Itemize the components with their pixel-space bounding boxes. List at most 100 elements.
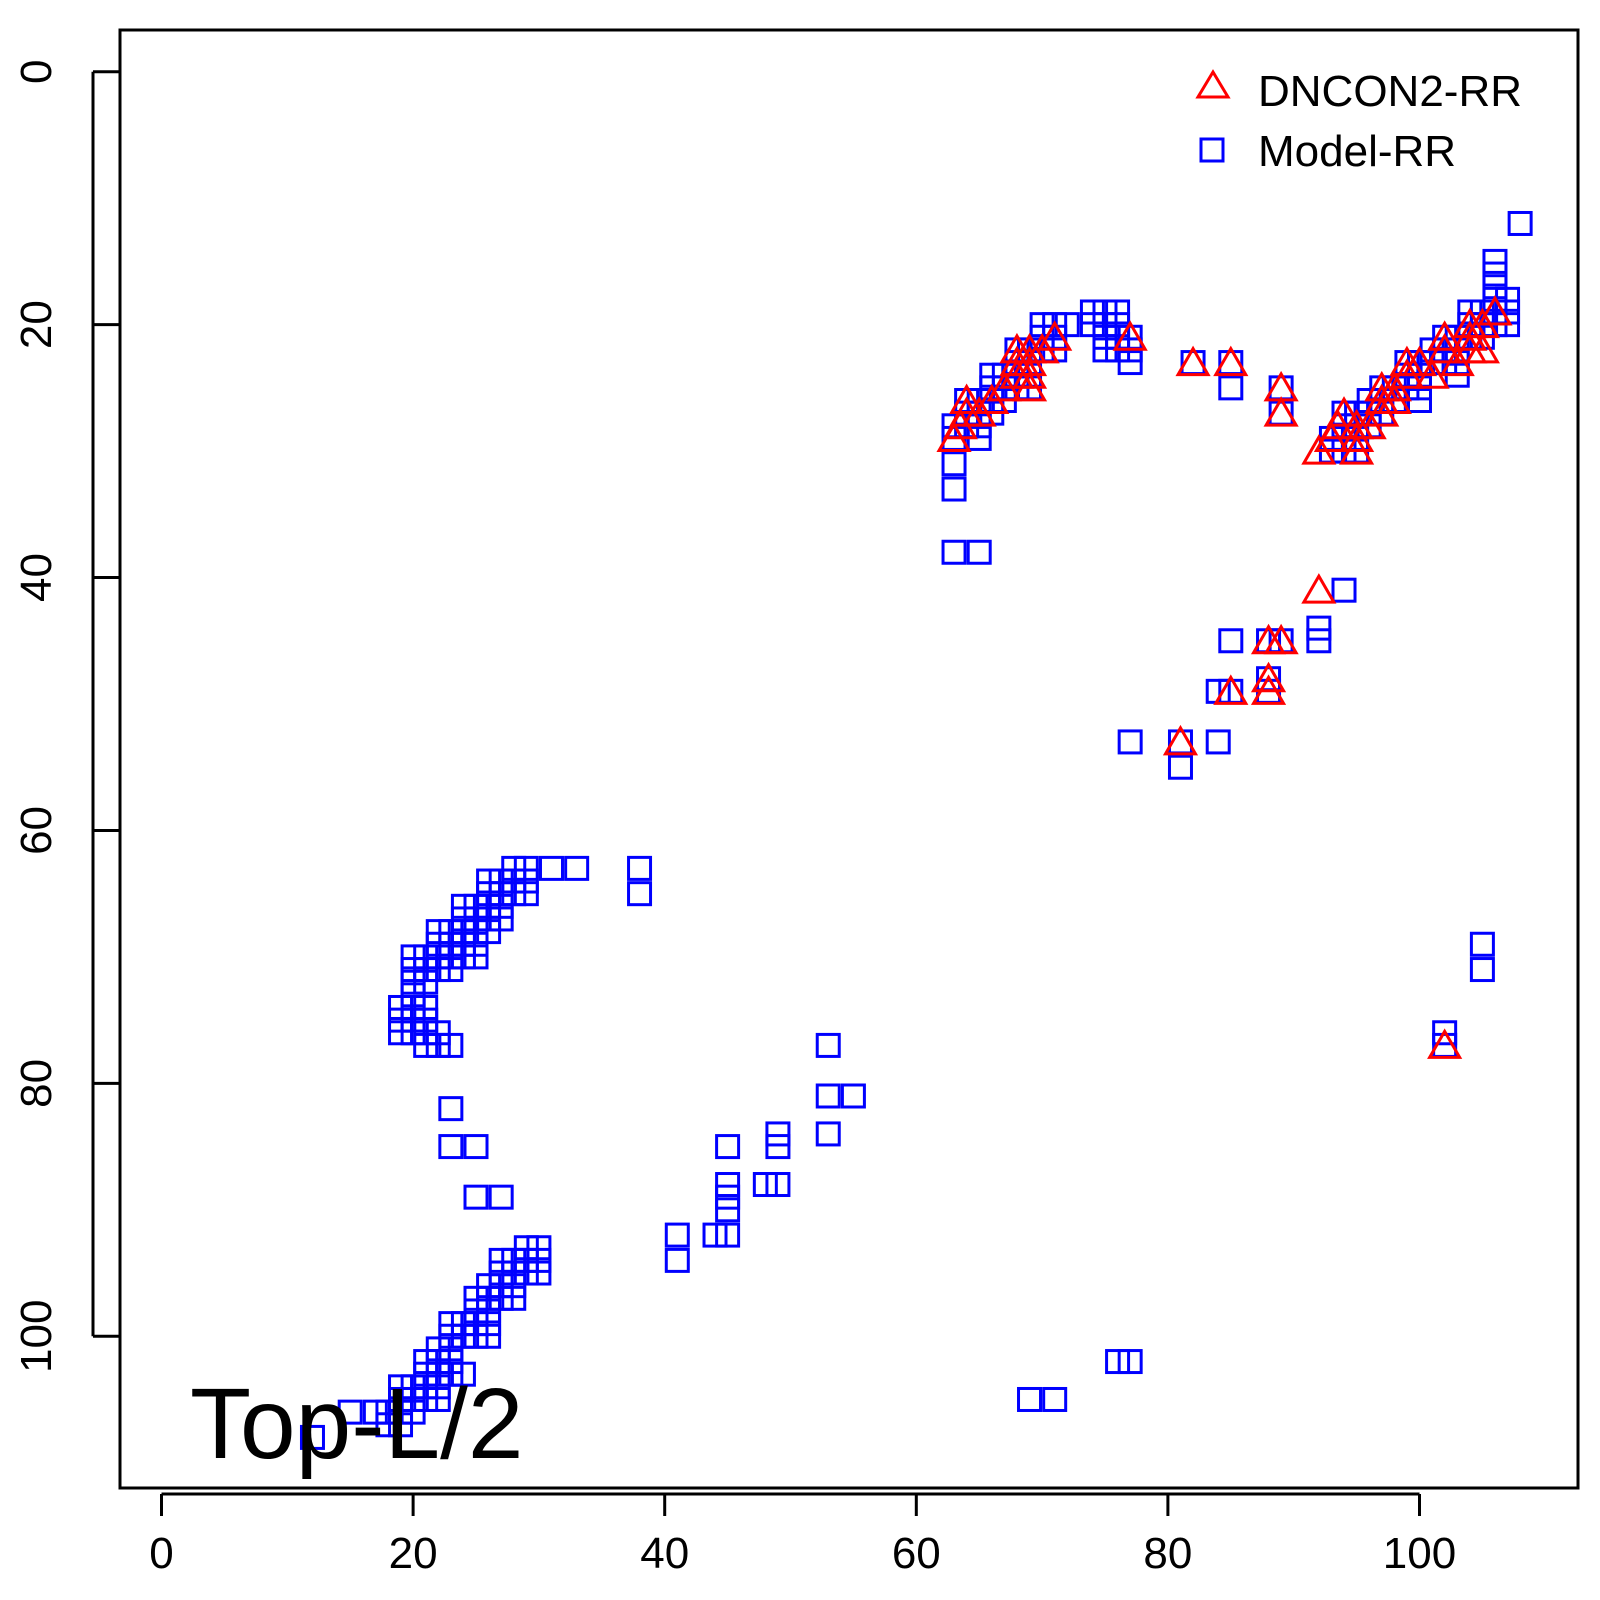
model-rr-point — [1105, 1349, 1131, 1375]
model-rr-point — [400, 1386, 426, 1412]
model-rr-point — [1469, 931, 1495, 957]
y-tick-label: 100 — [12, 1300, 61, 1373]
model-rr-point — [1117, 1349, 1143, 1375]
model-rr-point — [1482, 248, 1508, 274]
model-rr-point — [526, 1235, 552, 1261]
model-rr-point — [715, 1184, 741, 1210]
model-rr-point — [715, 1197, 741, 1223]
dncon2-rr-point — [1112, 320, 1148, 351]
model-rr-point — [425, 944, 451, 970]
model-rr-point — [413, 1361, 439, 1387]
model-rr-point — [375, 1399, 401, 1425]
model-rr-point — [765, 1134, 791, 1160]
model-rr-point — [425, 1386, 451, 1412]
model-rr-point — [413, 969, 439, 995]
x-tick-label: 20 — [389, 1529, 438, 1578]
model-rr-point — [425, 931, 451, 957]
model-rr-point — [815, 1083, 841, 1109]
model-rr-point — [1507, 210, 1533, 236]
model-rr-point — [1167, 754, 1193, 780]
model-rr-point — [815, 1121, 841, 1147]
model-rr-point — [476, 1273, 502, 1299]
model-rr-point — [1079, 312, 1105, 338]
model-rr-point — [450, 944, 476, 970]
model-rr-point — [413, 944, 439, 970]
y-tick-label: 20 — [12, 300, 61, 349]
y-tick-label: 0 — [12, 59, 61, 83]
model-rr-point — [941, 539, 967, 565]
model-rr-point — [501, 1260, 527, 1286]
model-rr-point — [438, 919, 464, 945]
model-rr-point — [400, 1374, 426, 1400]
model-rr-point — [425, 1336, 451, 1362]
model-rr-point — [463, 931, 489, 957]
model-rr-point — [488, 1260, 514, 1286]
model-rr-point — [476, 919, 502, 945]
model-rr-point — [400, 944, 426, 970]
model-rr-point — [388, 1020, 414, 1046]
model-rr-point — [513, 855, 539, 881]
legend-marker-dncon2-rr — [1195, 69, 1231, 99]
model-rr-point — [450, 919, 476, 945]
model-rr-point — [1092, 299, 1118, 325]
model-rr-point — [1042, 312, 1068, 338]
model-rr-point — [413, 1386, 439, 1412]
x-axis: 0 20 40 60 80 100 — [149, 1492, 1456, 1578]
model-rr-point — [463, 1298, 489, 1324]
model-rr-point — [501, 868, 527, 894]
dncon2-rr-point — [1213, 674, 1249, 705]
model-rr-point — [488, 1273, 514, 1299]
model-rr-point — [476, 868, 502, 894]
model-rr-point — [765, 1172, 791, 1198]
x-tick-label: 40 — [640, 1529, 689, 1578]
model-rr-point — [501, 1285, 527, 1311]
model-rr-point — [438, 1361, 464, 1387]
model-rr-point — [501, 855, 527, 881]
model-rr-point — [1205, 729, 1231, 755]
model-rr-point — [425, 1361, 451, 1387]
model-rr-point — [488, 881, 514, 907]
model-rr-point — [715, 1172, 741, 1198]
model-rr-point — [463, 906, 489, 932]
series-model-rr — [299, 210, 1533, 1450]
model-rr-point — [450, 1311, 476, 1337]
model-rr-point — [488, 1184, 514, 1210]
panel-annotation: Top-L/2 — [190, 1368, 524, 1480]
model-rr-point — [463, 1323, 489, 1349]
legend-label-dncon2-rr: DNCON2-RR — [1258, 67, 1522, 116]
model-rr-point — [476, 1285, 502, 1311]
model-rr-point — [425, 957, 451, 983]
model-rr-point — [513, 1260, 539, 1286]
model-rr-point — [627, 881, 653, 907]
model-rr-point — [1218, 628, 1244, 654]
model-rr-point — [413, 994, 439, 1020]
model-rr-point — [438, 944, 464, 970]
x-tick-label: 80 — [1143, 1529, 1192, 1578]
model-rr-point — [425, 1374, 451, 1400]
model-rr-point — [375, 1412, 401, 1438]
dncon2-rr-point — [1464, 332, 1500, 364]
model-rr-point — [413, 1020, 439, 1046]
model-rr-point — [299, 1424, 325, 1450]
model-rr-point — [388, 1399, 414, 1425]
model-rr-point — [400, 1399, 426, 1425]
model-rr-point — [413, 1032, 439, 1058]
model-rr-point — [463, 1285, 489, 1311]
model-rr-point — [941, 476, 967, 502]
model-rr-point — [388, 1412, 414, 1438]
model-rr-point — [438, 957, 464, 983]
model-rr-point — [413, 1374, 439, 1400]
model-rr-point — [1042, 1386, 1068, 1412]
model-rr-point — [752, 1172, 778, 1198]
dncon2-rr-point — [1250, 661, 1287, 693]
model-rr-point — [438, 1336, 464, 1362]
model-rr-point — [1092, 324, 1118, 350]
model-rr-point — [501, 1273, 527, 1299]
model-rr-point — [400, 1020, 426, 1046]
model-rr-point — [501, 1247, 527, 1273]
model-rr-point — [438, 1323, 464, 1349]
model-rr-point — [463, 1184, 489, 1210]
dncon2-rr-point — [1427, 320, 1463, 351]
model-rr-point — [413, 1349, 439, 1375]
